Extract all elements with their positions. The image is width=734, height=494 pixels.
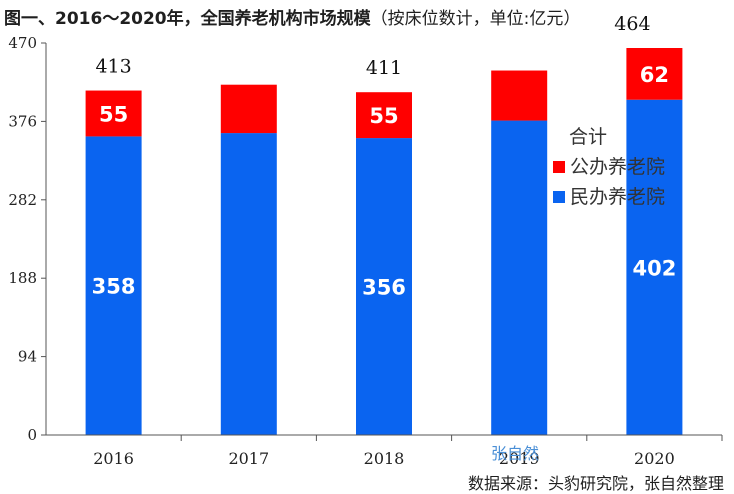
bar-private-2020 [626,99,683,435]
legend-swatch-private [553,191,565,203]
legend-title: 合计 [569,126,607,148]
bar-value-label-public-2018: 55 [369,104,398,128]
bar-value-label-private-2020: 402 [632,256,676,280]
bars-layer [85,48,683,436]
x-tick-2020: 2020 [634,449,675,468]
y-tick-376: 376 [8,112,37,130]
chart-title: 图一、2016～2020年，全国养老机构市场规模（按床位数计，单位:亿元） [4,4,580,29]
bar-public-2017 [220,84,277,134]
axes-layer: 2016 2017 2018 2019 2020 0 94 188 282 376 470 [8,34,723,468]
bar-private-2019 [491,120,548,436]
bar-public-2019 [491,70,548,121]
source-note: 数据来源：头豹研究院，张自然整理 [467,474,724,493]
x-tick-2016: 2016 [93,449,134,468]
bar-value-label-private-2018: 356 [362,276,406,300]
chart-title-unit: （按床位数计，单位:亿元） [370,9,581,29]
watermark-text: 张自然 [491,444,540,463]
bar-private-2018 [356,138,412,435]
bar-value-label-private-2016: 358 [92,275,136,299]
legend-label-private: 民办养老院 [570,186,665,208]
total-label-2020: 464 [614,13,650,35]
bar-public-2020 [626,48,683,100]
legend-swatch-public [553,161,565,173]
legend-label-public: 公办养老院 [570,156,665,178]
x-tick-2017: 2017 [228,449,269,468]
bar-public-2018 [356,92,412,139]
total-label-2018: 411 [366,57,402,79]
y-tick-94: 94 [18,348,37,366]
x-tick-2018: 2018 [364,449,405,468]
bar-private-2016 [85,136,142,435]
y-tick-188: 188 [8,269,37,287]
bar-value-label-public-2020: 62 [640,63,669,87]
bar-private-2017 [220,133,277,435]
total-label-2016: 413 [95,56,131,78]
chart-title-main: 图一、2016～2020年，全国养老机构市场规模 [4,9,371,29]
bar-public-2016 [85,90,142,137]
y-tick-470: 470 [8,34,37,52]
y-tick-0: 0 [27,426,37,444]
y-tick-282: 282 [8,191,37,209]
bar-value-label-public-2016: 55 [99,102,128,126]
x-tick-2019: 2019 [499,449,540,468]
labels-layer: 358 55 413 356 55 411 402 62 464 [92,13,677,300]
